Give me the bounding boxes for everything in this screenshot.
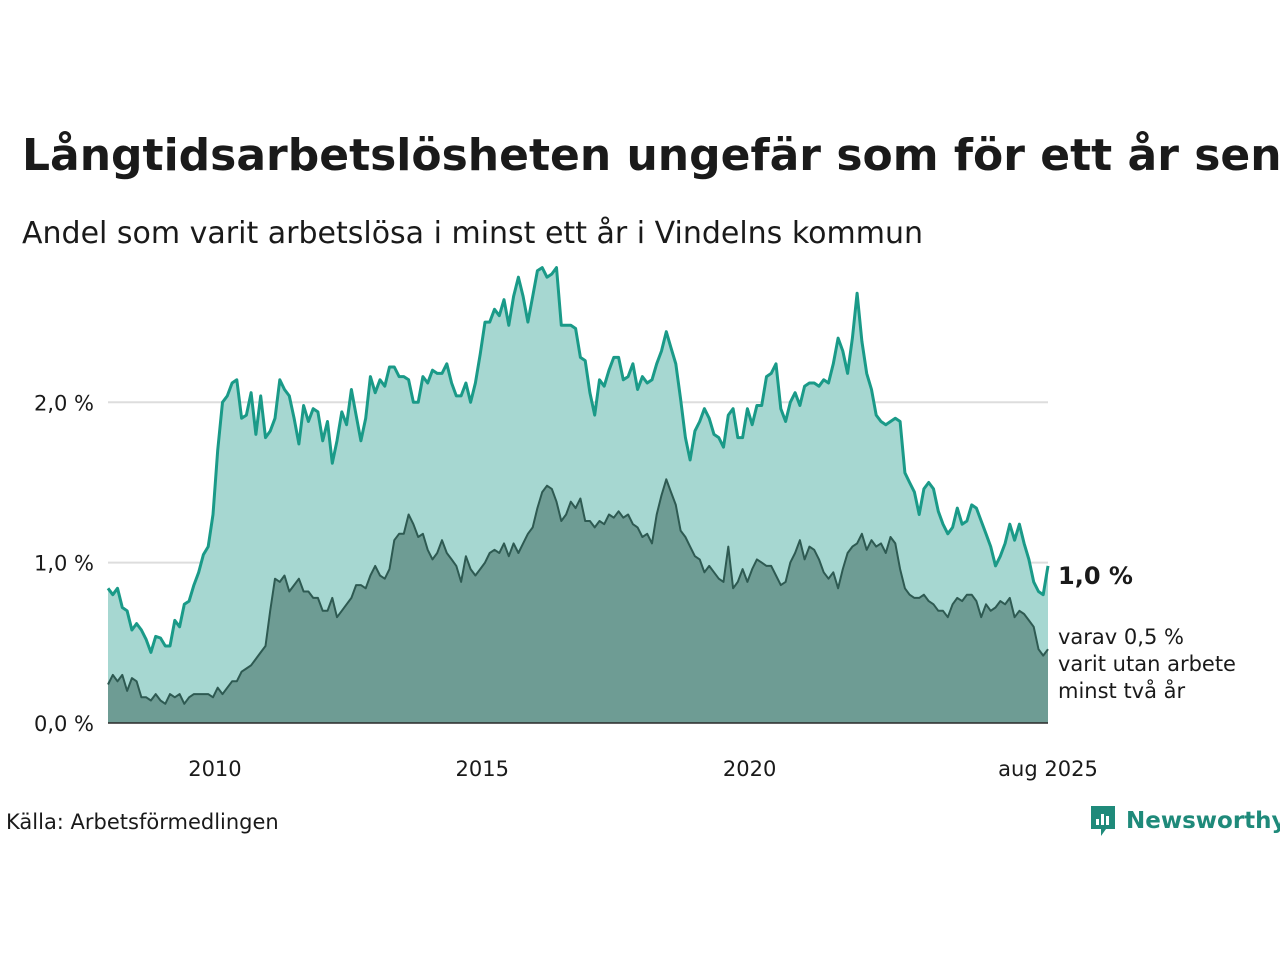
newsworthy-logo-icon — [1091, 806, 1115, 836]
x-tick-label: 2020 — [723, 757, 776, 781]
x-tick-label: aug 2025 — [998, 757, 1098, 781]
long-term-line2: varit utan arbete — [1058, 652, 1236, 676]
total-value-label: 1,0 % — [1058, 562, 1133, 590]
long-term-line1: varav 0,5 % — [1058, 625, 1184, 649]
chart-title: Långtidsarbetslösheten ungefär som för e… — [22, 130, 1280, 181]
brand-name: Newsworthy — [1126, 808, 1280, 834]
y-tick-label: 1,0 % — [34, 552, 94, 576]
line-layer — [106, 266, 1050, 705]
long-term-line3: minst två år — [1058, 679, 1186, 703]
chart-subtitle: Andel som varit arbetslösa i minst ett å… — [22, 216, 923, 251]
long-term-annotation: varav 0,5 % varit utan arbete minst två … — [1058, 624, 1258, 705]
series-line-long — [107, 478, 1049, 705]
series-line-total — [106, 266, 1050, 654]
axis-layer: 0,0 % 1,0 % 2,0 % 2010 2015 2020 aug 2025 — [34, 391, 1098, 781]
x-tick-label: 2015 — [456, 757, 509, 781]
x-tick-label: 2010 — [188, 757, 241, 781]
source-note: Källa: Arbetsförmedlingen — [6, 810, 279, 834]
area-long — [108, 479, 1048, 723]
brand-logo[interactable]: Newsworthy — [1088, 803, 1280, 839]
y-tick-label: 0,0 % — [34, 712, 94, 736]
y-tick-label: 2,0 % — [34, 391, 94, 415]
